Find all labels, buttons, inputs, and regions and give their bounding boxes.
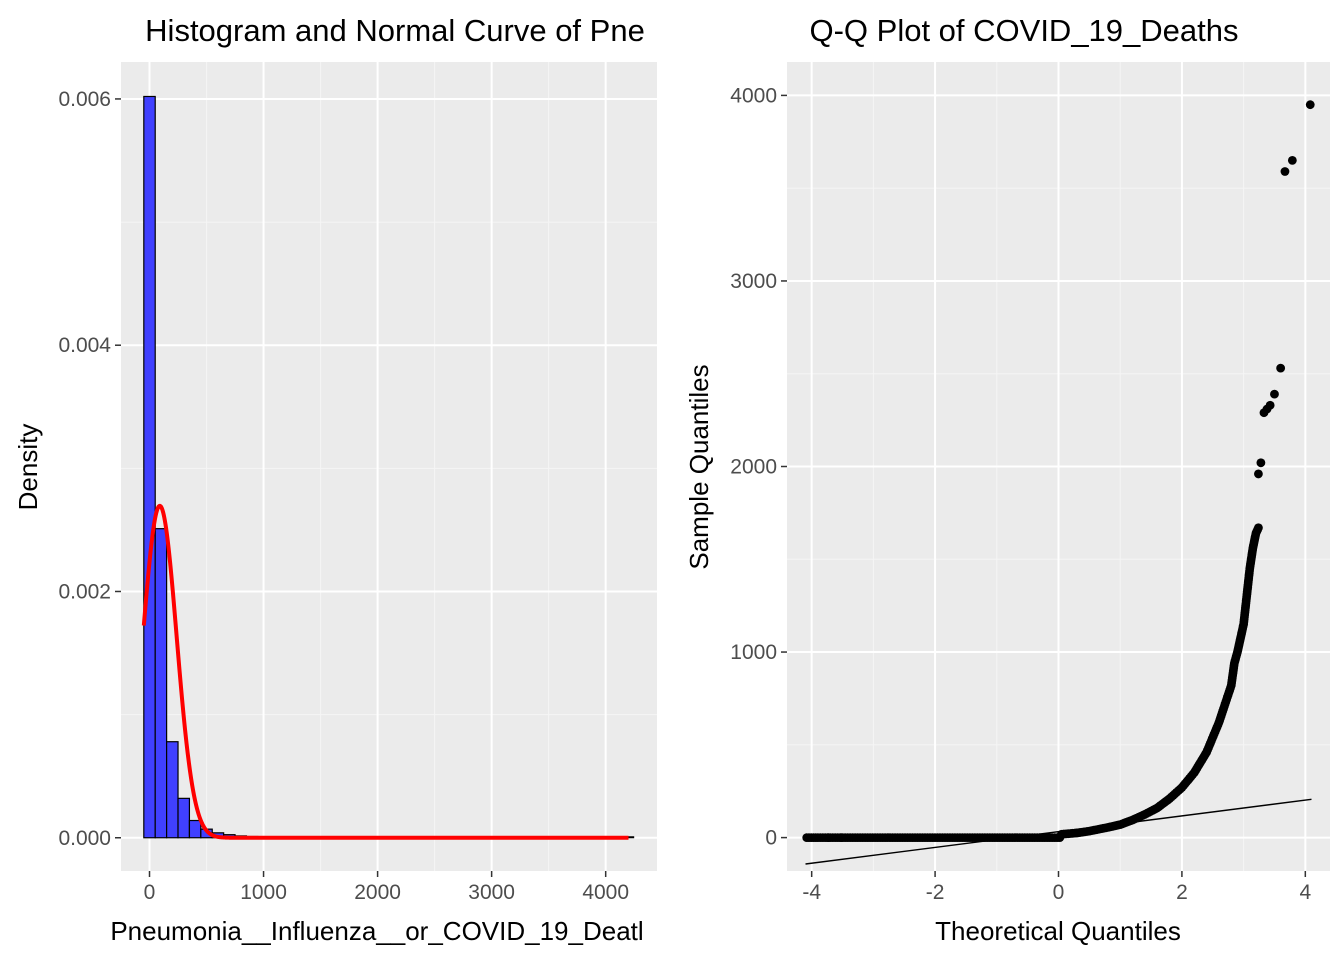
qq-y-axis-title: Sample Quantiles bbox=[684, 364, 714, 569]
qq-y-tick-label: 1000 bbox=[730, 641, 777, 664]
histogram-panel: 0 1000 2000 3000 4000 0.000 0.002 0.004 0.006 His… bbox=[13, 13, 657, 946]
hist-x-tick-label: 1000 bbox=[240, 881, 287, 904]
qq-y-tick-label: 2000 bbox=[730, 456, 777, 479]
histogram-y-axis-title: Density bbox=[13, 424, 43, 511]
histogram-bar bbox=[143, 95, 156, 839]
hist-x-tick-label: 0 bbox=[144, 881, 156, 904]
qq-y-tick-label: 0 bbox=[765, 827, 777, 850]
qq-point bbox=[836, 833, 846, 843]
qq-y-tick-label: 3000 bbox=[730, 270, 777, 293]
qq-point bbox=[1270, 389, 1279, 399]
qq-point bbox=[1265, 400, 1275, 410]
qq-x-tick-label: -4 bbox=[802, 881, 821, 904]
hist-x-tick-label: 4000 bbox=[582, 881, 629, 904]
qq-reference-line bbox=[805, 798, 1312, 865]
qq-x-tick-label: 4 bbox=[1299, 881, 1311, 904]
histogram-bar bbox=[177, 797, 191, 839]
qq-point bbox=[1287, 155, 1297, 165]
histogram-bar bbox=[188, 819, 202, 839]
hist-y-tick-label: 0.006 bbox=[58, 88, 111, 111]
qq-point bbox=[1256, 458, 1266, 468]
qq-point bbox=[1254, 469, 1263, 479]
hist-y-tick-label: 0.004 bbox=[58, 334, 111, 357]
qq-point bbox=[823, 833, 833, 843]
histogram-title: Histogram and Normal Curve of Pne bbox=[145, 13, 645, 48]
qq-plot-panel: -4 -2 0 2 4 0 1000 2000 3000 4000 Q-Q Plot of COVI… bbox=[684, 13, 1330, 946]
qq-point bbox=[1305, 100, 1315, 110]
qq-y-tick-label: 4000 bbox=[730, 84, 777, 107]
histogram-x-axis-title: Pneumonia__Influenza__or_COVID_19_Deatl bbox=[110, 916, 643, 946]
normal-density-curve bbox=[141, 503, 630, 840]
qq-x-tick-label: 0 bbox=[1053, 881, 1065, 904]
hist-x-tick-label: 2000 bbox=[354, 881, 401, 904]
qq-x-axis-title: Theoretical Quantiles bbox=[935, 916, 1181, 946]
qq-point bbox=[1276, 363, 1286, 373]
hist-y-tick-label: 0.002 bbox=[58, 580, 111, 603]
hist-plot-background bbox=[121, 62, 657, 871]
qq-title: Q-Q Plot of COVID_19_Deaths bbox=[809, 13, 1238, 48]
histogram-bar bbox=[166, 741, 179, 839]
qq-x-tick-label: 2 bbox=[1176, 881, 1188, 904]
hist-x-tick-label: 3000 bbox=[468, 881, 515, 904]
qq-point bbox=[1280, 167, 1290, 176]
qq-point bbox=[1254, 523, 1263, 533]
histogram-bar bbox=[154, 528, 168, 839]
qq-x-tick-label: -2 bbox=[926, 881, 945, 904]
hist-y-tick-label: 0.000 bbox=[58, 827, 111, 850]
